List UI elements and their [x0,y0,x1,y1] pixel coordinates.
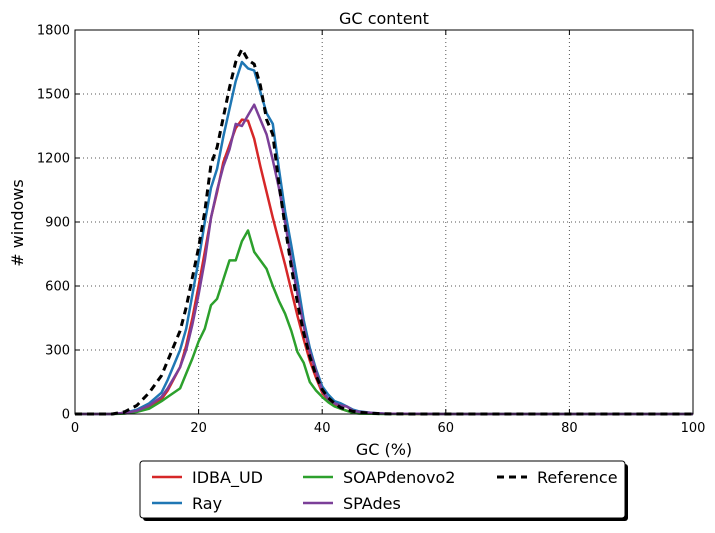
x-tick-label: 20 [190,421,207,436]
legend-label-ray: Ray [192,494,222,513]
series-line-reference [75,47,693,416]
legend-box [139,460,626,519]
tick-layer: 0 20 40 60 80 100 0 300 600 900 1200 1500 1800 [37,24,706,437]
series-line-ray [75,60,693,416]
legend-label-soapdenovo2: SOAPdenovo2 [343,468,455,487]
x-tick-label: 60 [438,421,455,436]
x-tick-label: 80 [561,421,578,436]
y-axis-label: # windows [8,179,27,267]
y-tick-label: 1800 [37,24,70,39]
y-tick-label: 600 [45,280,70,295]
y-tick-label: 900 [45,216,70,231]
x-tick-label: 40 [314,421,331,436]
legend-label-idba-ud: IDBA_UD [192,468,263,488]
series-line-spades [75,103,693,416]
x-tick-label: 0 [71,421,79,436]
x-tick-label: 100 [681,421,706,436]
y-tick-label: 0 [62,408,70,423]
legend-label-reference: Reference [537,468,618,487]
y-tick-label: 300 [45,344,70,359]
series-layer [75,47,693,416]
legend: IDBA_UD Ray SOAPdenovo2 SPAdes Reference [139,460,628,521]
y-tick-label: 1500 [37,88,70,103]
legend-label-spades: SPAdes [343,494,401,513]
chart-title: GC content [339,9,429,28]
grid-layer [75,30,693,414]
y-tick-label: 1200 [37,152,70,167]
x-axis-label: GC (%) [356,440,412,459]
series-line-idba-ud [75,118,693,416]
